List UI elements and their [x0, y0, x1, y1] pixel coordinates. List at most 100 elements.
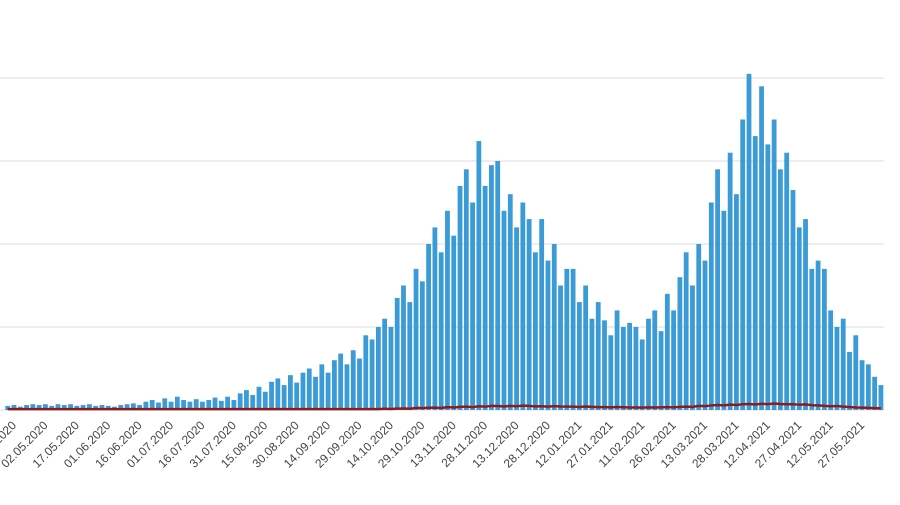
bar — [181, 400, 187, 410]
bar — [331, 360, 337, 410]
bar — [708, 202, 714, 410]
bar — [357, 358, 362, 410]
bar — [589, 318, 595, 410]
bar — [99, 405, 105, 410]
bar — [231, 400, 237, 410]
bar — [796, 227, 802, 410]
bar — [86, 404, 92, 410]
bar — [124, 404, 130, 410]
bar — [646, 318, 651, 410]
bar — [514, 227, 519, 410]
bar — [727, 152, 733, 410]
bar — [413, 268, 419, 410]
bar — [463, 169, 469, 410]
bar — [878, 385, 884, 410]
bar — [375, 327, 381, 410]
bar — [620, 327, 626, 410]
bar — [445, 210, 450, 410]
bar — [187, 401, 193, 410]
bar — [237, 393, 243, 410]
bar — [576, 302, 582, 410]
bar — [137, 405, 143, 410]
bar — [369, 339, 375, 410]
bar — [225, 396, 230, 410]
bar — [815, 260, 821, 410]
bar — [275, 378, 281, 410]
bar — [746, 73, 752, 410]
bar — [489, 165, 494, 410]
bar — [721, 210, 727, 410]
bar — [156, 402, 161, 410]
bar — [545, 260, 551, 410]
bar — [24, 405, 29, 410]
bar — [438, 252, 444, 410]
bar — [872, 376, 878, 410]
bar — [834, 327, 840, 410]
bar — [476, 141, 482, 410]
bar — [828, 310, 834, 410]
bar — [507, 194, 513, 410]
bar — [306, 368, 312, 410]
bar — [526, 219, 532, 410]
bar — [174, 396, 180, 410]
bar — [495, 161, 501, 410]
bar — [130, 403, 136, 410]
bar — [608, 335, 614, 410]
bar — [256, 386, 262, 410]
bar — [664, 293, 670, 410]
bar — [840, 318, 846, 410]
bar — [759, 86, 764, 411]
bar — [426, 244, 432, 410]
bar — [419, 281, 425, 410]
bar — [564, 268, 570, 410]
bar — [595, 302, 601, 410]
bar — [501, 210, 507, 410]
bar — [363, 335, 369, 410]
bar — [683, 252, 689, 410]
bar — [294, 382, 300, 410]
bar — [212, 397, 218, 410]
bar — [313, 376, 318, 410]
bar — [865, 364, 871, 410]
bar — [149, 400, 155, 410]
bar — [520, 202, 526, 410]
bar — [765, 144, 771, 410]
bar — [558, 285, 563, 410]
line — [7, 402, 881, 411]
bar — [771, 119, 777, 410]
bar — [482, 185, 488, 410]
bar — [281, 385, 287, 410]
bar — [55, 404, 61, 410]
bar — [533, 252, 538, 410]
bar — [262, 391, 268, 410]
bar — [338, 353, 344, 410]
bar — [614, 310, 620, 410]
bar — [68, 404, 73, 410]
bar — [702, 260, 708, 410]
bar — [784, 152, 790, 410]
bar — [344, 364, 350, 410]
bar — [696, 244, 702, 410]
bar — [401, 285, 406, 410]
bar — [790, 190, 796, 410]
bar — [300, 372, 306, 410]
bar — [388, 327, 394, 410]
bar — [288, 375, 293, 410]
bar — [30, 404, 36, 410]
bar — [752, 136, 758, 410]
bar — [244, 390, 249, 410]
bar — [80, 405, 86, 410]
bar — [269, 381, 274, 410]
bar — [652, 310, 658, 410]
bar — [778, 169, 783, 410]
bar — [118, 405, 124, 410]
bar — [432, 227, 438, 410]
bar — [633, 327, 639, 410]
bar — [602, 320, 607, 410]
bar — [43, 404, 48, 410]
bar — [407, 302, 413, 410]
bar — [627, 322, 633, 410]
bar — [394, 297, 400, 410]
bar — [200, 401, 205, 410]
